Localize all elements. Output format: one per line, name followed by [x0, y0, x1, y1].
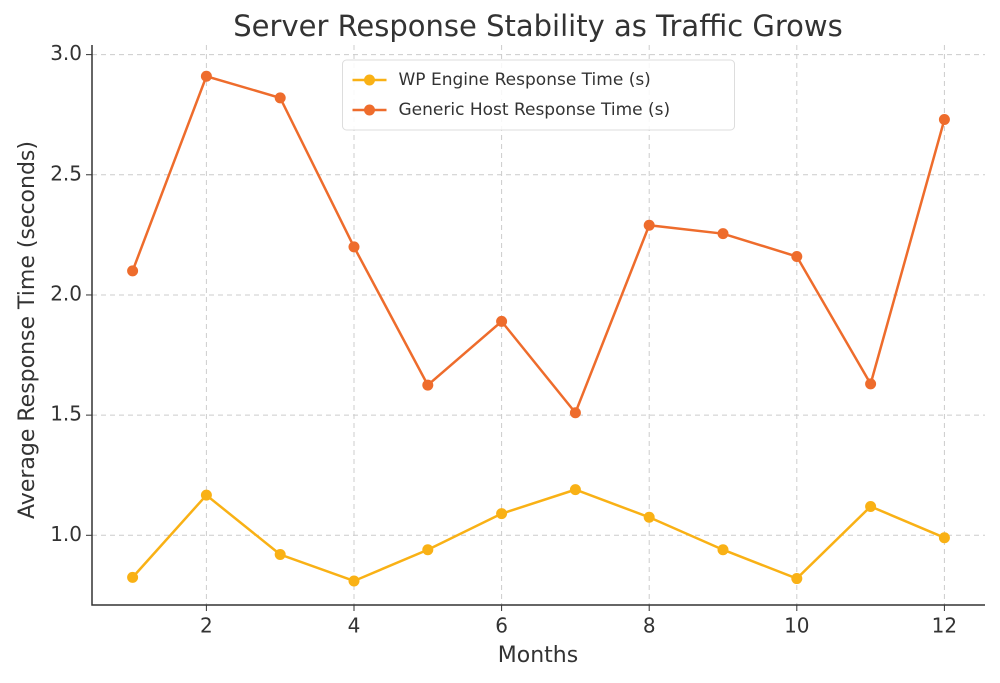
axes	[91, 45, 985, 606]
data-point	[422, 544, 434, 556]
data-point	[865, 500, 877, 512]
y-tick-label: 2.0	[50, 281, 82, 305]
data-point	[643, 219, 655, 231]
data-point	[938, 532, 950, 544]
data-point	[200, 70, 212, 82]
data-point	[200, 489, 212, 501]
y-tick-label: 3.0	[50, 41, 82, 65]
x-tick-label: 6	[495, 614, 508, 638]
data-point	[717, 544, 729, 556]
data-point	[348, 575, 360, 587]
series-line	[131, 488, 945, 583]
legend-box	[342, 59, 735, 131]
x-tick-label: 10	[784, 614, 809, 638]
x-tick-label: 12	[932, 614, 957, 638]
data-point	[717, 228, 729, 240]
data-point	[422, 379, 434, 391]
x-tick-label: 2	[200, 614, 213, 638]
data-point	[791, 573, 803, 585]
chart-title: Server Response Stability as Traffic Gro…	[233, 9, 842, 43]
x-axis-label: Months	[498, 643, 578, 668]
data-point	[496, 508, 508, 520]
y-axis-label: Average Response Time (seconds)	[15, 141, 40, 519]
data-point	[938, 114, 950, 126]
data-point	[127, 571, 139, 583]
data-point	[791, 251, 803, 263]
y-tick-label: 2.5	[50, 161, 82, 185]
data-point	[274, 549, 286, 561]
data-point	[127, 265, 139, 277]
y-tick-label: 1.5	[50, 402, 82, 426]
data-point	[348, 241, 360, 253]
x-tick-label: 8	[643, 614, 656, 638]
data-point	[865, 378, 877, 390]
y-tick-label: 1.0	[50, 522, 82, 546]
legend-label: Generic Host Response Time (s)	[399, 100, 671, 120]
legend-marker	[364, 104, 375, 116]
data-point	[643, 511, 655, 523]
data-point	[569, 484, 581, 496]
legend-marker	[364, 74, 375, 86]
series-line	[131, 74, 946, 416]
x-tick-label: 4	[348, 614, 361, 638]
data-point	[569, 407, 581, 419]
data-point	[496, 315, 508, 327]
data-point	[274, 92, 286, 104]
legend-label: WP Engine Response Time (s)	[399, 70, 651, 90]
